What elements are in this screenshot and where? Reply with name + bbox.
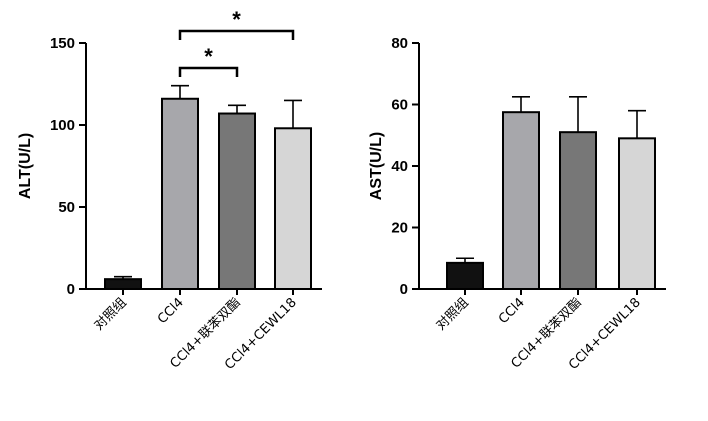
alt-bar-2 (218, 112, 256, 290)
ast-y-tick-label-4: 80 (391, 35, 408, 52)
ast-x-tick-label-0: 对照组 (434, 295, 472, 333)
ast-y-tick-label-1: 20 (391, 220, 408, 237)
alt-y-tick-label-3: 150 (50, 35, 75, 52)
ast-y-tick-label-3: 60 (391, 97, 408, 114)
alt-y-axis-title: ALT(U/L) (17, 133, 34, 199)
alt-significance-bracket-1 (178, 29, 295, 40)
alt-bar-0 (104, 278, 142, 291)
ast-y-axis-title: AST(U/L) (368, 132, 385, 200)
alt-bar-3 (274, 127, 312, 290)
ast-bar-1 (502, 111, 540, 290)
ast-bar-3 (618, 137, 656, 290)
ast-bar-0 (446, 261, 484, 290)
alt-significance-label-1: * (232, 7, 241, 32)
ast-y-tick-label-0: 0 (400, 281, 408, 298)
ast-bar-2 (559, 131, 597, 290)
alt-x-tick-label-0: 对照组 (92, 295, 130, 333)
ast-y-tick-label-2: 40 (391, 158, 408, 175)
alt-bar-1 (161, 97, 199, 291)
alt-x-tick-label-1: CCl4 (155, 295, 187, 327)
alt-significance-label-0: * (204, 44, 213, 69)
alt-y-tick-label-0: 0 (67, 281, 75, 298)
alt-y-tick-label-2: 100 (50, 117, 75, 134)
alt-significance-bracket-0 (178, 66, 239, 77)
alt-y-tick-label-1: 50 (58, 199, 75, 216)
ast-x-tick-label-1: CCl4 (496, 295, 528, 327)
